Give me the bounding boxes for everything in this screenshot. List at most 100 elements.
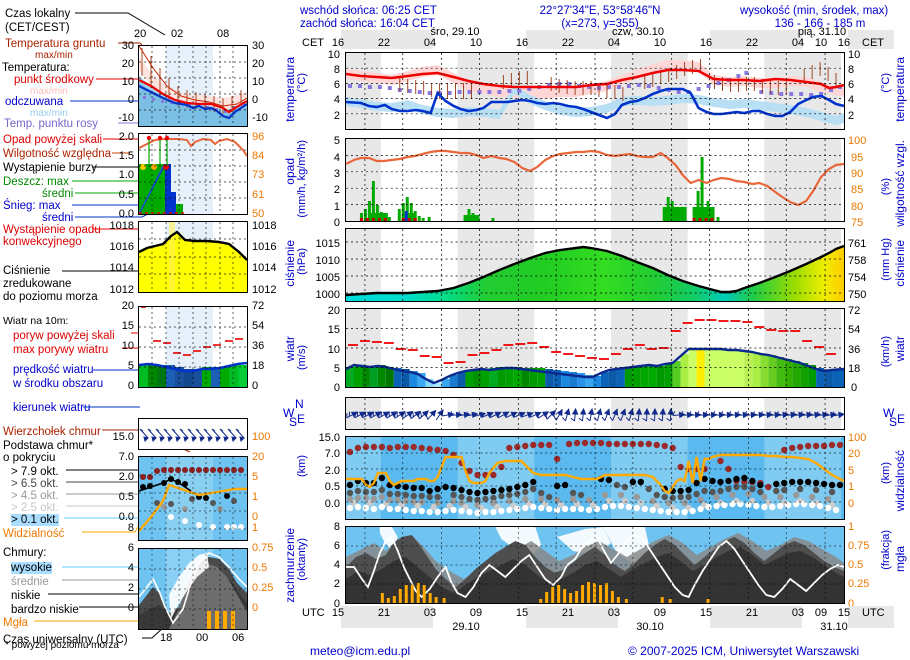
- utc-tick-10: 03: [791, 607, 805, 619]
- mini-left-tick-labels: 30 20 10 0 -10 2.0 1.5 1.0 0.5 0.0 1018 …: [104, 28, 138, 628]
- mini-l-temp-2: 10: [121, 76, 134, 88]
- mini-tick-bottom-0: 18: [160, 632, 173, 644]
- mini-tick-labels: 30 20 10 0 -10 96 84 73 61 50 1018 1016 …: [252, 28, 294, 628]
- legend-temp-mid: punkt środkowy: [14, 74, 94, 86]
- mini-l-precip-0: 2.0: [118, 131, 134, 143]
- panel-wind: [345, 308, 845, 388]
- legend-okta-45: > 4.5 okt.: [11, 490, 59, 502]
- mini-humid-tick-0: 96: [252, 131, 265, 143]
- fog-rtick-2: 0.5: [848, 559, 864, 571]
- legend-cloud-base-2: o pokryciu: [3, 452, 56, 464]
- mini-panel-cloud: [138, 456, 248, 541]
- precip-ltick-4: 1: [333, 201, 340, 213]
- utc-tick-11: 09: [814, 607, 828, 619]
- axis-right-temperature-unit: (°C): [880, 73, 892, 93]
- mini-l-okta-2: 4: [127, 562, 134, 574]
- day-label-b0: 29.10: [452, 621, 480, 633]
- day-label-0: śro, 29.10: [430, 26, 480, 38]
- cet-tick-0: 16: [331, 37, 345, 49]
- legend-thunder: Wystąpienie burzy: [3, 162, 97, 174]
- legend-visibility: Widzialność: [3, 528, 65, 540]
- mini-vis-tick-2: 5: [252, 471, 259, 483]
- legend-wind-speed-2: w środku obszaru: [13, 378, 104, 390]
- axis-right-temperature-name: temperatura: [893, 57, 907, 122]
- mini-press-tick-2: 1014: [252, 262, 277, 274]
- panel-cloud-cover: [345, 526, 845, 604]
- mini-tick-top-0: 20: [134, 28, 147, 40]
- mini-l-okta-3: 2: [127, 582, 134, 594]
- mini-frac-tick-0: 1: [252, 522, 259, 534]
- temp-rtick-0: 10: [848, 49, 861, 61]
- mini-l-press-0: 1018: [109, 220, 134, 232]
- mini-frac-tick-2: 0.5: [252, 562, 268, 574]
- axis-left-pressure-name: ciśnienie: [283, 240, 297, 287]
- legend-wind-dir: kierunek wiatru: [13, 402, 91, 414]
- day-band-3: [848, 30, 894, 49]
- legend-cl-high: wysokie: [11, 562, 52, 574]
- mini-panel-wind-direction: [138, 418, 248, 450]
- legend-okta-65: > 6.5 okt.: [11, 478, 59, 490]
- mini-wind-kmh-1: 54: [252, 320, 265, 332]
- utc-tick-8: 15: [699, 607, 713, 619]
- legend-pressure-1: Ciśnienie: [3, 265, 51, 277]
- legend-temp-felt-sub: max/min: [30, 108, 68, 119]
- mini-tick-bottom-1: 00: [196, 632, 209, 644]
- press-rtick-2: 754: [848, 272, 867, 284]
- cet-tick-2: 04: [423, 37, 437, 49]
- axis-left-winddir-w: W: [283, 406, 295, 420]
- legend-pressure-2: zredukowane: [3, 278, 72, 290]
- temp-ltick-4: 2: [333, 110, 340, 122]
- cloud-ltick-1: 7.0: [324, 448, 340, 460]
- axis-left-winddir-s: S: [289, 415, 298, 429]
- utc-left-label: UTC: [302, 607, 325, 619]
- mini-vis-tick-0: 100: [252, 431, 271, 443]
- axis-right-visibility-unit: (km): [880, 462, 892, 484]
- cet-right-label: CET: [862, 37, 884, 49]
- panel-temperature: [345, 52, 845, 130]
- cet-tick-11: 10: [814, 37, 828, 49]
- mini-l-press-2: 1014: [109, 262, 134, 274]
- axis-right-wind-name: wiatr: [893, 336, 907, 362]
- press-rtick-3: 750: [848, 289, 867, 301]
- axis-left-cover-unit: (oktanty): [296, 538, 308, 581]
- gridpoint-label: (x=273, y=355): [561, 18, 639, 30]
- utc-tick-0: 15: [331, 607, 345, 619]
- mini-l-temp-4: -10: [118, 112, 134, 124]
- cloud-ltick-3: 0.5: [324, 481, 340, 493]
- footnote: * powyżej poziomu morza: [5, 640, 119, 651]
- mini-l-press-1: 1016: [109, 241, 134, 253]
- okta-ltick-0: 8: [333, 521, 340, 533]
- sunset-label: zachód słońca: 16:04 CET: [300, 18, 435, 30]
- mini-l-temp-1: 20: [121, 58, 134, 70]
- legend-dewpoint: Temp. punktu rosy: [4, 118, 98, 130]
- legend-local-time: Czas lokalny: [5, 8, 71, 20]
- utc-tick-1: 21: [377, 607, 391, 619]
- cet-tick-9: 22: [745, 37, 759, 49]
- wind-ltick-2: 10: [327, 344, 340, 356]
- press-ltick-1: 1010: [315, 255, 340, 267]
- contact-email[interactable]: meteo@icm.edu.pl: [310, 644, 411, 658]
- fog-rtick-1: 0.75: [848, 540, 870, 552]
- day-band-b0: [341, 606, 433, 628]
- humid-rtick-4: 80: [851, 201, 864, 213]
- axis-left-precip-name: opad: [283, 158, 297, 185]
- wind-ltick-0: 20: [327, 305, 340, 317]
- vis-rtick-1: 20: [848, 448, 861, 460]
- legend-conv-precip-2: konwekcyjnego: [3, 236, 82, 248]
- temp-ltick-2: 6: [333, 79, 340, 91]
- humid-rtick-2: 90: [851, 168, 864, 180]
- coordinates-label: 22°27'34"E, 53°58'46"N: [539, 5, 661, 17]
- day-band-1: [526, 30, 618, 49]
- axis-left-cloud-unit: (km): [296, 455, 308, 477]
- legend-ground-temp-sub: max/min: [35, 50, 73, 61]
- fog-rtick-3: 0.25: [848, 578, 870, 590]
- legend-rain: Deszcz: max: [3, 176, 69, 188]
- copyright-label: © 2007-2025 ICM, Uniwersytet Warszawski: [628, 644, 860, 658]
- cloud-ltick-4: 0.0: [324, 498, 340, 510]
- mini-l-temp-0: 30: [121, 40, 134, 52]
- top-time-axis: CET CET śro, 29.10 czw, 30.10 pią, 31.10…: [300, 26, 900, 52]
- wind-rtick-3: 18: [848, 363, 861, 375]
- temp-rtick-4: 2: [848, 110, 855, 122]
- mini-press-tick-1: 1016: [252, 241, 277, 253]
- legend-wind10: Wiatr na 10m:: [3, 315, 69, 327]
